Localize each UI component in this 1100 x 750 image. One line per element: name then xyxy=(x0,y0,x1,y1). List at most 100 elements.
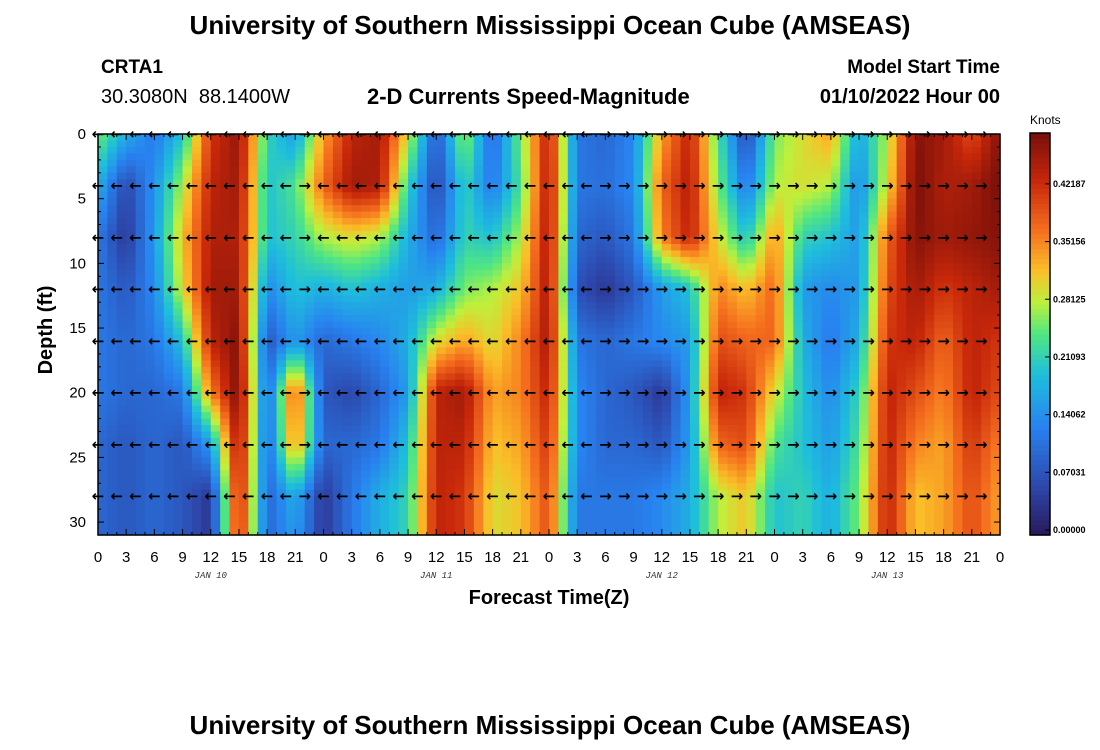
heatmap-cell xyxy=(492,515,503,523)
heatmap-cell xyxy=(426,334,437,342)
heatmap-cell xyxy=(558,373,569,381)
heatmap-cell xyxy=(783,185,794,193)
heatmap-cell xyxy=(520,166,531,174)
heatmap-cell xyxy=(539,379,550,387)
heatmap-cell xyxy=(812,489,823,497)
heatmap-cell xyxy=(689,256,700,264)
heatmap-cell xyxy=(483,476,494,484)
heatmap-cell xyxy=(511,250,522,258)
heatmap-cell xyxy=(793,405,804,413)
heatmap-cell xyxy=(558,444,569,452)
heatmap-cell xyxy=(417,282,428,290)
heatmap-cell xyxy=(821,366,832,374)
heatmap-cell xyxy=(144,205,155,213)
heatmap-cell xyxy=(755,192,766,200)
heatmap-cell xyxy=(821,134,832,142)
heatmap-cell xyxy=(614,418,625,426)
heatmap-cell xyxy=(417,276,428,284)
heatmap-cell xyxy=(605,496,616,504)
heatmap-cell xyxy=(379,496,390,504)
heatmap-cell xyxy=(220,205,231,213)
heatmap-cell xyxy=(840,172,851,180)
heatmap-cell xyxy=(718,405,729,413)
heatmap-cell xyxy=(116,192,127,200)
heatmap-cell xyxy=(483,328,494,336)
heatmap-cell xyxy=(549,347,559,355)
heatmap-cell xyxy=(812,243,823,252)
heatmap-cell xyxy=(304,450,315,458)
heatmap-cell xyxy=(633,153,644,161)
heatmap-cell xyxy=(755,457,766,465)
heatmap-cell xyxy=(323,308,334,316)
heatmap-cell xyxy=(342,205,353,213)
heatmap-cell xyxy=(154,295,165,303)
heatmap-cell xyxy=(708,211,719,219)
heatmap-cell xyxy=(595,528,606,536)
heatmap-cell xyxy=(267,263,278,271)
heatmap-cell xyxy=(455,172,466,180)
heatmap-cell xyxy=(116,373,127,381)
heatmap-cell xyxy=(830,450,841,458)
heatmap-cell xyxy=(342,231,353,239)
heatmap-cell xyxy=(379,425,390,433)
heatmap-cell xyxy=(624,198,635,206)
heatmap-cell xyxy=(144,470,155,478)
heatmap-cell xyxy=(98,418,108,426)
heatmap-cell xyxy=(182,321,193,329)
heatmap-cell xyxy=(417,134,428,142)
heatmap-cell xyxy=(135,392,146,400)
heatmap-cell xyxy=(595,386,606,394)
heatmap-cell xyxy=(379,172,390,180)
heatmap-cell xyxy=(276,237,287,245)
heatmap-cell xyxy=(464,166,475,174)
heatmap-cell xyxy=(464,328,475,336)
heatmap-cell xyxy=(605,373,616,381)
heatmap-cell xyxy=(332,263,343,271)
heatmap-cell xyxy=(821,276,832,284)
heatmap-cell xyxy=(426,437,437,446)
heatmap-cell xyxy=(210,379,221,387)
heatmap-cell xyxy=(699,134,710,142)
heatmap-cell xyxy=(577,179,588,187)
heatmap-cell xyxy=(802,522,813,530)
heatmap-cell xyxy=(699,463,710,471)
heatmap-cell xyxy=(144,185,155,193)
heatmap-cell xyxy=(107,470,118,478)
heatmap-cell xyxy=(802,347,813,355)
heatmap-cell xyxy=(351,476,362,484)
heatmap-cell xyxy=(549,483,559,491)
heatmap-cell xyxy=(746,522,757,530)
heatmap-cell xyxy=(586,172,597,180)
heatmap-cell xyxy=(248,134,259,142)
heatmap-cell xyxy=(614,509,625,517)
heatmap-cell xyxy=(812,146,823,155)
heatmap-cell xyxy=(107,198,118,206)
heatmap-cell xyxy=(812,425,823,433)
heatmap-cell xyxy=(830,392,841,400)
heatmap-cell xyxy=(201,172,212,180)
heatmap-cell xyxy=(821,502,832,510)
heatmap-cell xyxy=(154,444,165,452)
heatmap-cell xyxy=(173,522,184,530)
heatmap-cell xyxy=(671,470,682,478)
heatmap-cell xyxy=(182,412,193,420)
heatmap-cell xyxy=(736,276,747,284)
heatmap-cell xyxy=(502,489,513,497)
heatmap-cell xyxy=(802,405,813,413)
heatmap-cell xyxy=(774,386,785,394)
heatmap-cell xyxy=(502,418,513,426)
heatmap-cell xyxy=(379,153,390,161)
heatmap-cell xyxy=(812,211,823,219)
heatmap-cell xyxy=(483,295,494,303)
heatmap-cell xyxy=(351,134,362,142)
heatmap-cell xyxy=(163,392,174,400)
heatmap-cell xyxy=(154,347,165,355)
heatmap-cell xyxy=(126,392,137,400)
heatmap-cell xyxy=(483,250,494,258)
heatmap-cell xyxy=(116,140,127,148)
heatmap-cell xyxy=(191,198,202,206)
heatmap-cell xyxy=(502,470,513,478)
heatmap-cell xyxy=(173,496,184,504)
heatmap-cell xyxy=(126,256,137,264)
heatmap-cell xyxy=(351,347,362,355)
